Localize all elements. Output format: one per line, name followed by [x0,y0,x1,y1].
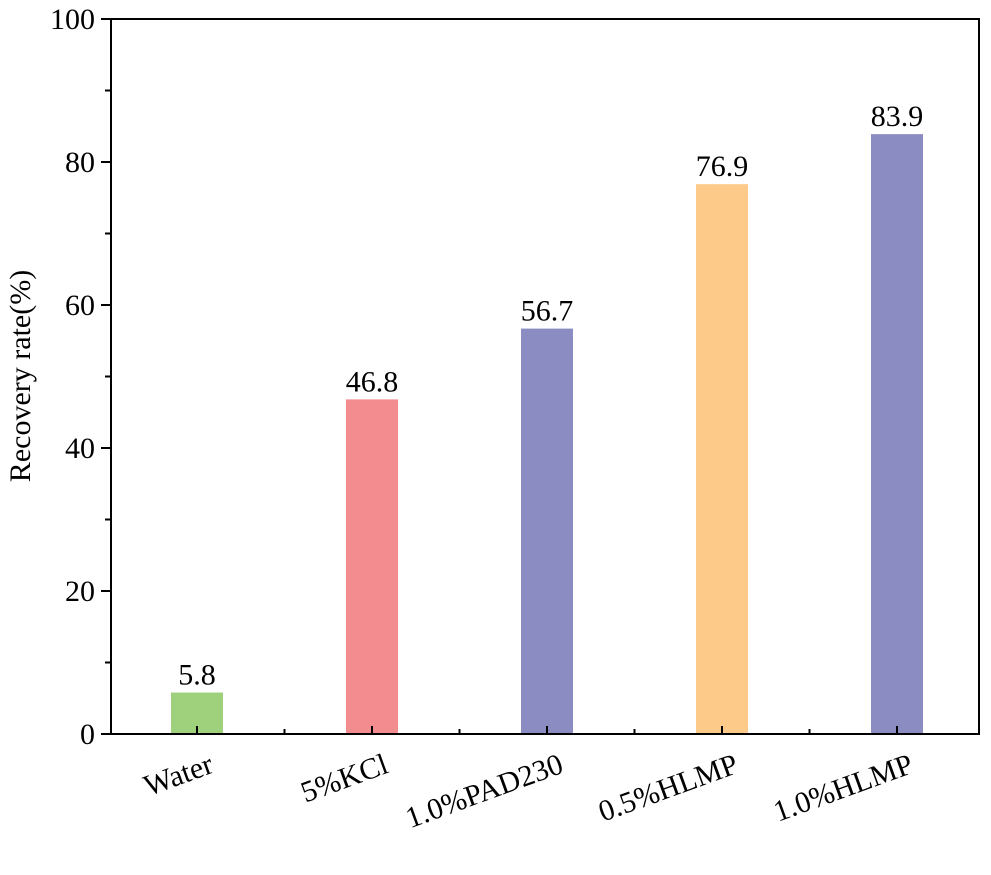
data-label: 46.8 [346,365,399,398]
y-tick-label: 0 [80,718,95,751]
bar-1-0-pad230 [521,328,573,734]
y-tick-label: 100 [50,3,95,36]
y-tick-label: 40 [65,432,95,465]
x-category-label: 1.0%HLMP [769,748,917,829]
bars-layer [171,134,923,735]
x-category-label: 1.0%PAD230 [401,748,567,835]
y-axis-title: Recovery rate(%) [4,270,37,482]
bar-1-0-hlmp [871,134,923,735]
y-tick-label: 80 [65,146,95,179]
y-tick-label: 60 [65,289,95,322]
bar-5-kcl [346,399,398,734]
data-label: 56.7 [521,295,574,328]
data-label: 76.9 [696,150,749,183]
x-category-label: 0.5%HLMP [594,748,742,829]
y-tick-label: 20 [65,575,95,608]
ticks-layer [101,18,898,735]
axes-layer [110,18,980,735]
x-category-label: 5%KCl [297,748,393,810]
data-label: 83.9 [871,100,924,133]
data-label: 5.8 [178,659,216,692]
bar-0-5-hlmp [696,184,748,735]
x-category-label: Water [140,748,218,803]
